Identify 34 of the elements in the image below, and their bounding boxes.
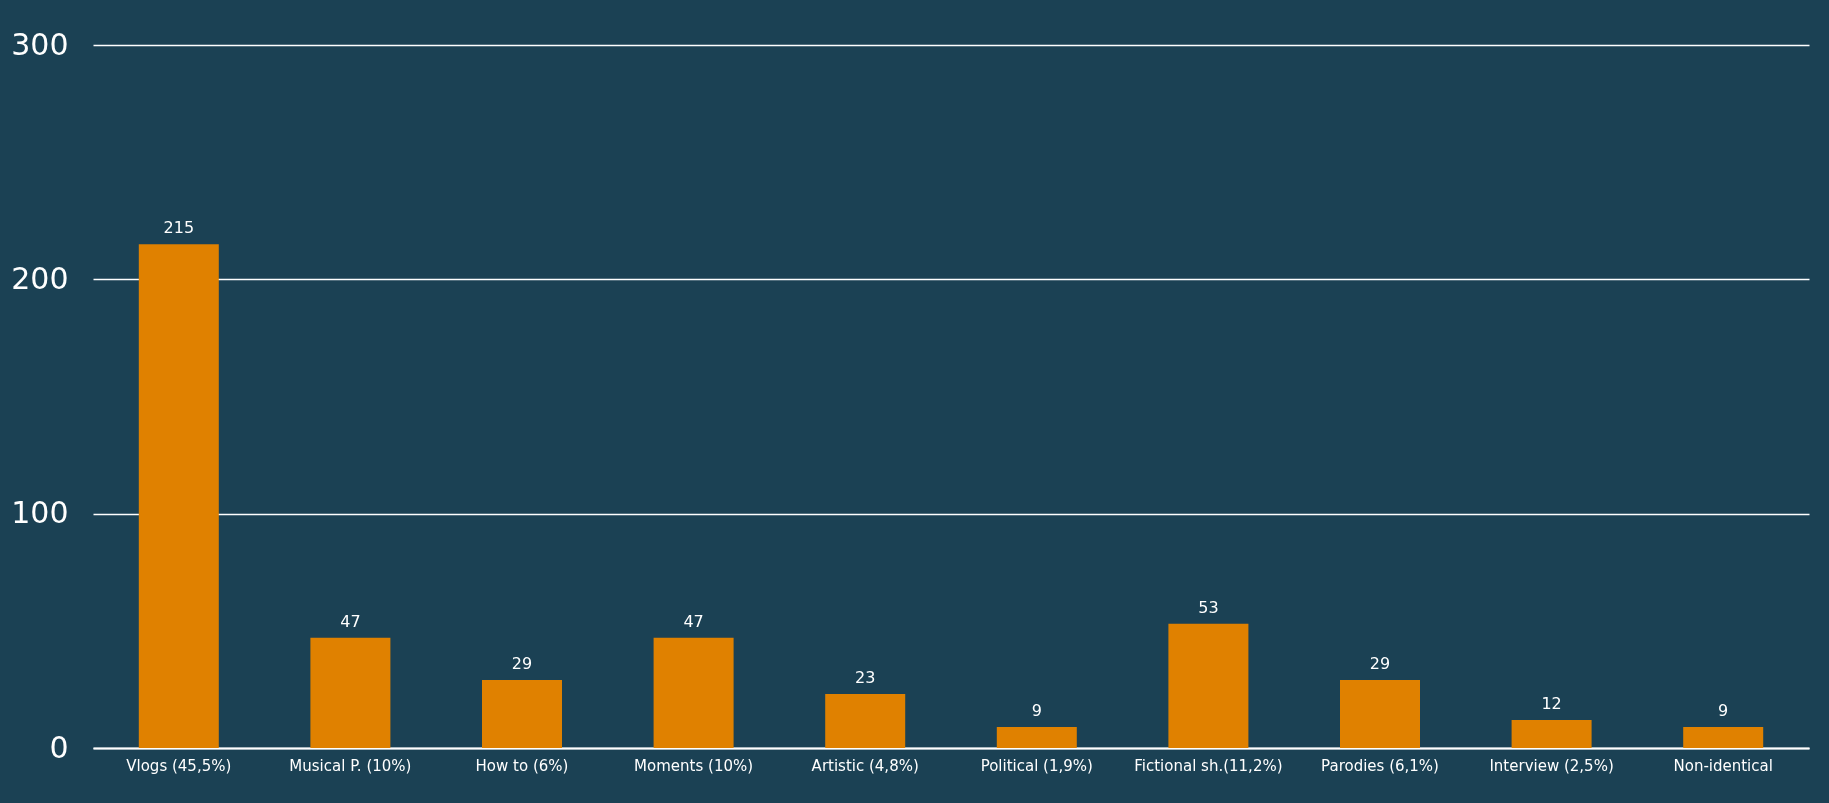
bar bbox=[1340, 680, 1420, 748]
data-label: 29 bbox=[1369, 654, 1391, 674]
data-label: 23 bbox=[855, 668, 876, 688]
bar bbox=[653, 637, 734, 748]
x-tick-label: Artistic (4,8%) bbox=[811, 756, 919, 775]
data-label: 29 bbox=[511, 654, 533, 674]
x-tick-label: Political (1,9%) bbox=[980, 756, 1093, 775]
x-tick-label: Vlogs (45,5%) bbox=[126, 756, 232, 775]
x-tick-label: Moments (10%) bbox=[634, 756, 754, 775]
data-label: 12 bbox=[1541, 693, 1562, 713]
bar bbox=[310, 637, 391, 748]
bar bbox=[825, 694, 906, 748]
x-tick-label: Fictional sh.(11,2%) bbox=[1134, 756, 1283, 775]
data-label: 9 bbox=[1031, 700, 1042, 720]
bar bbox=[996, 726, 1077, 748]
data-label: 53 bbox=[1198, 597, 1219, 617]
data-label: 215 bbox=[163, 218, 195, 238]
data-label: 47 bbox=[340, 611, 361, 631]
bar bbox=[482, 680, 562, 748]
x-tick-label: How to (6%) bbox=[475, 756, 569, 775]
bar bbox=[1511, 719, 1592, 748]
data-label: 47 bbox=[683, 611, 704, 631]
bar bbox=[138, 244, 219, 748]
y-tick-label: 100 bbox=[11, 495, 69, 531]
x-tick-label: Parodies (6,1%) bbox=[1321, 756, 1439, 775]
y-tick-label: 200 bbox=[11, 260, 69, 296]
x-tick-label: Non-identical bbox=[1673, 756, 1773, 775]
bar bbox=[1168, 623, 1249, 748]
y-tick-label: 0 bbox=[49, 729, 69, 765]
data-label: 9 bbox=[1718, 700, 1729, 720]
bar bbox=[1683, 726, 1764, 748]
x-tick-label: Musical P. (10%) bbox=[289, 756, 412, 775]
y-tick-label: 300 bbox=[11, 26, 69, 62]
x-tick-label: Interview (2,5%) bbox=[1489, 756, 1614, 775]
